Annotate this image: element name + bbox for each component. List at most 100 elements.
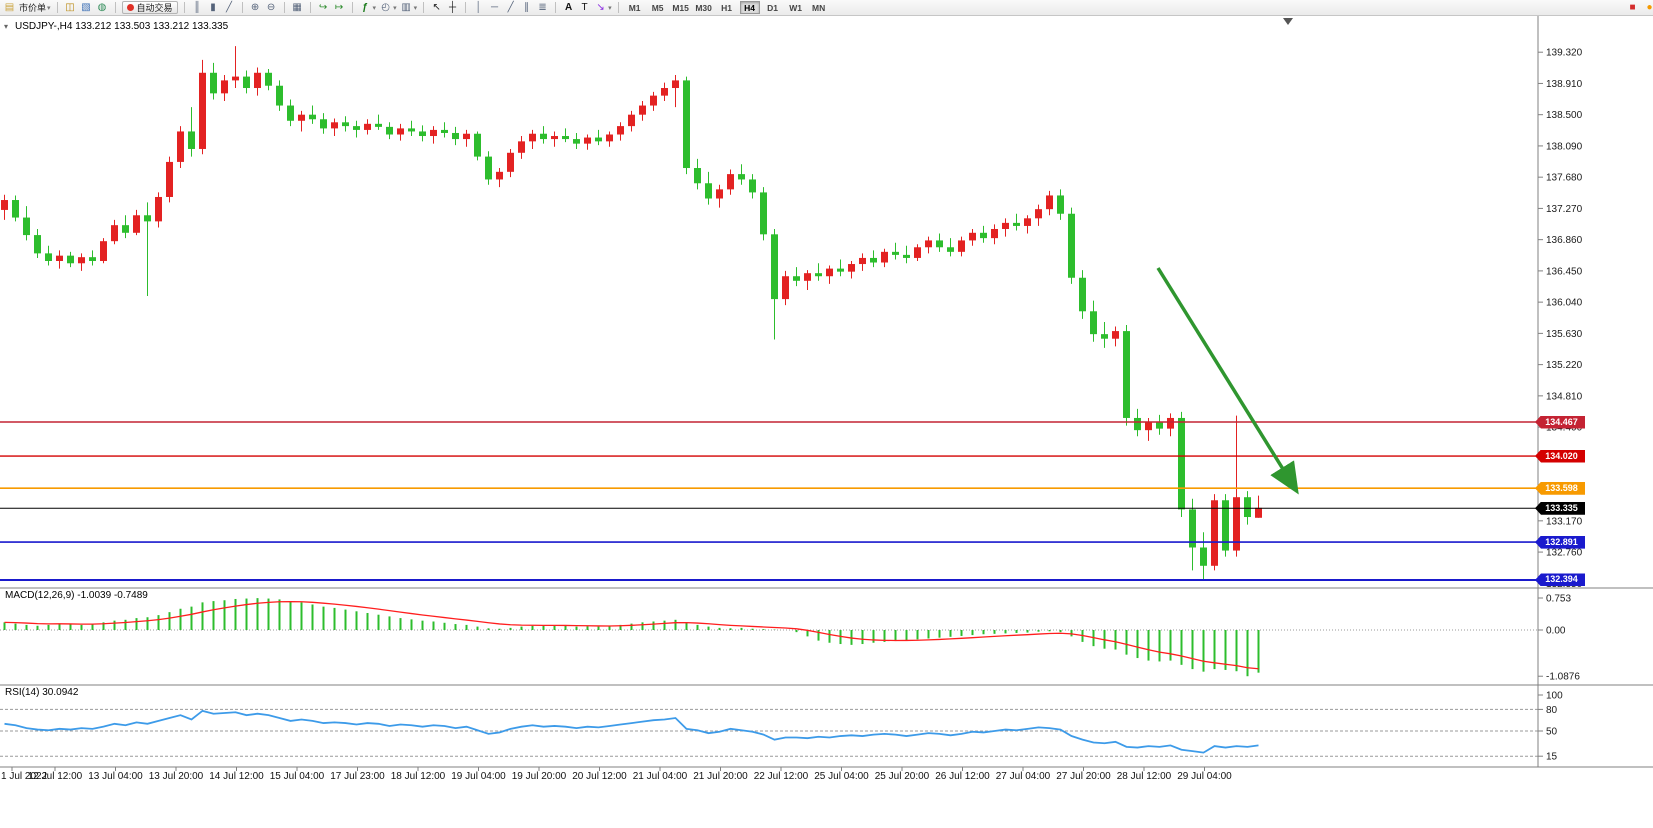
rsi-axis-label: 50 xyxy=(1546,727,1558,738)
timeframe-w1-button[interactable]: W1 xyxy=(789,3,802,13)
new-order-icon[interactable]: ▤ xyxy=(4,1,15,13)
time-axis-label[interactable]: 21 Jul 20:00 xyxy=(693,771,748,782)
timeframe-m15-button[interactable]: M15 xyxy=(672,3,689,13)
time-axis-label[interactable]: 28 Jul 12:00 xyxy=(1117,771,1172,782)
candle-body xyxy=(331,122,338,129)
time-axis-label[interactable]: 25 Jul 20:00 xyxy=(875,771,930,782)
time-axis-label[interactable]: 19 Jul 20:00 xyxy=(512,771,567,782)
candle-body xyxy=(67,255,74,264)
arrow-tool-caret-icon[interactable]: ▾ xyxy=(608,4,612,12)
candle-body xyxy=(661,88,668,96)
symbol-marker-icon: ▾ xyxy=(4,22,9,31)
notification-icon[interactable]: ● xyxy=(1646,1,1653,13)
candle-body xyxy=(1024,218,1031,226)
trendline-icon[interactable]: ╱ xyxy=(507,1,514,13)
channel-icon[interactable]: ∥ xyxy=(524,1,530,13)
text-label-tool-icon[interactable]: T xyxy=(581,1,588,13)
candle-body xyxy=(452,132,459,140)
candle-body xyxy=(694,168,701,184)
candle-body xyxy=(881,251,888,263)
time-axis-label[interactable]: 19 Jul 04:00 xyxy=(451,771,506,782)
templates-caret-icon[interactable]: ▾ xyxy=(413,4,418,12)
new-order-label[interactable]: 市价单 xyxy=(19,3,47,13)
timeframe-d1-button[interactable]: D1 xyxy=(767,3,779,13)
candle-body xyxy=(155,196,162,222)
time-axis-label[interactable]: 27 Jul 20:00 xyxy=(1056,771,1111,782)
periods-icon[interactable]: ◴ xyxy=(381,1,390,13)
candle-body xyxy=(650,95,657,106)
profiles-icon[interactable]: ▧ xyxy=(81,1,91,13)
time-axis-label[interactable]: 21 Jul 04:00 xyxy=(633,771,688,782)
time-axis-label[interactable]: 15 Jul 04:00 xyxy=(270,771,325,782)
bar-chart-icon[interactable]: ║ xyxy=(193,1,201,13)
toolbar-separator xyxy=(183,2,185,13)
time-axis-label[interactable]: 22 Jul 12:00 xyxy=(754,771,809,782)
time-axis-label[interactable]: 29 Jul 04:00 xyxy=(1177,771,1232,782)
periods-caret-icon[interactable]: ▾ xyxy=(393,4,397,12)
candle-body xyxy=(309,114,316,120)
indicators-caret-icon[interactable]: ▾ xyxy=(372,4,377,12)
templates-icon[interactable]: ▥ xyxy=(401,1,411,13)
charts-icon[interactable]: ◫ xyxy=(65,1,75,13)
candle-body xyxy=(1090,311,1097,335)
candle-body xyxy=(793,276,800,281)
timeframe-m30-button[interactable]: M30 xyxy=(695,3,712,13)
crosshair-icon[interactable]: ┼ xyxy=(449,1,457,13)
time-axis-label[interactable]: 12 Jul 12:00 xyxy=(28,771,83,782)
chart-shift-marker[interactable] xyxy=(1283,18,1293,25)
candle-body xyxy=(1101,334,1108,339)
timeframe-m5-button[interactable]: M5 xyxy=(651,3,664,13)
time-axis-label[interactable]: 20 Jul 12:00 xyxy=(572,771,627,782)
horizontal-line-icon[interactable]: ─ xyxy=(491,1,499,13)
chart-shift-icon[interactable]: ↦ xyxy=(334,1,344,13)
candle-body xyxy=(1211,500,1218,566)
toolbar-separator xyxy=(351,2,353,13)
arrow-tool-icon[interactable]: ↘ xyxy=(596,1,605,13)
candle-body xyxy=(760,192,767,235)
time-axis-label[interactable]: 27 Jul 04:00 xyxy=(996,771,1051,782)
candle-body xyxy=(1,200,8,210)
toolbar-separator xyxy=(56,2,58,13)
candle-body xyxy=(617,126,624,135)
macd-axis-label: -1.0876 xyxy=(1546,672,1580,683)
candle-body xyxy=(1233,497,1240,551)
zoom-out-icon[interactable]: ⊖ xyxy=(266,1,276,13)
time-axis-label[interactable]: 13 Jul 20:00 xyxy=(149,771,204,782)
price-axis-label: 138.500 xyxy=(1546,110,1583,121)
time-axis-label[interactable]: 26 Jul 12:00 xyxy=(935,771,990,782)
vertical-line-icon[interactable]: │ xyxy=(475,1,482,13)
timeframe-h1-button[interactable]: H1 xyxy=(721,3,733,13)
auto-scroll-icon[interactable]: ↪ xyxy=(318,1,328,13)
rsi-axis-label: 15 xyxy=(1546,752,1558,763)
text-tool-icon[interactable]: A xyxy=(564,1,573,13)
alert-icon[interactable]: ■ xyxy=(1629,1,1636,13)
indicators-icon[interactable]: ƒ xyxy=(362,1,368,13)
new-order-caret-icon[interactable]: ▾ xyxy=(47,4,51,12)
time-axis-label[interactable]: 18 Jul 12:00 xyxy=(391,771,446,782)
timeframe-mn-button[interactable]: MN xyxy=(811,3,826,13)
time-axis-label[interactable]: 14 Jul 12:00 xyxy=(209,771,264,782)
time-axis-label[interactable]: 25 Jul 04:00 xyxy=(814,771,869,782)
fibonacci-icon[interactable]: ≣ xyxy=(538,1,547,13)
candlestick-chart-icon[interactable]: ▮ xyxy=(210,1,216,13)
line-chart-icon[interactable]: ╱ xyxy=(226,1,233,13)
tile-windows-icon[interactable]: ▦ xyxy=(292,1,302,13)
candle-body xyxy=(122,225,129,233)
candle-body xyxy=(947,247,954,252)
candle-body xyxy=(815,273,822,277)
autotrading-button[interactable]: 自动交易 xyxy=(121,1,178,14)
trend-arrow-object[interactable] xyxy=(1156,267,1299,495)
timeframe-h4-button[interactable]: H4 xyxy=(739,1,760,14)
toolbar-separator xyxy=(114,2,116,13)
timeframe-m1-button[interactable]: M1 xyxy=(628,3,641,13)
price-axis-label: 137.680 xyxy=(1546,173,1583,184)
candle-body xyxy=(23,217,30,236)
time-axis-label[interactable]: 17 Jul 23:00 xyxy=(330,771,385,782)
candle-body xyxy=(1178,417,1185,510)
cursor-icon[interactable]: ↖ xyxy=(432,1,441,13)
time-axis-label[interactable]: 13 Jul 04:00 xyxy=(88,771,143,782)
navigator-icon[interactable]: ◍ xyxy=(97,1,107,13)
zoom-in-icon[interactable]: ⊕ xyxy=(250,1,260,13)
time-axis-label[interactable]: 1 Jul 2022 xyxy=(1,771,48,782)
